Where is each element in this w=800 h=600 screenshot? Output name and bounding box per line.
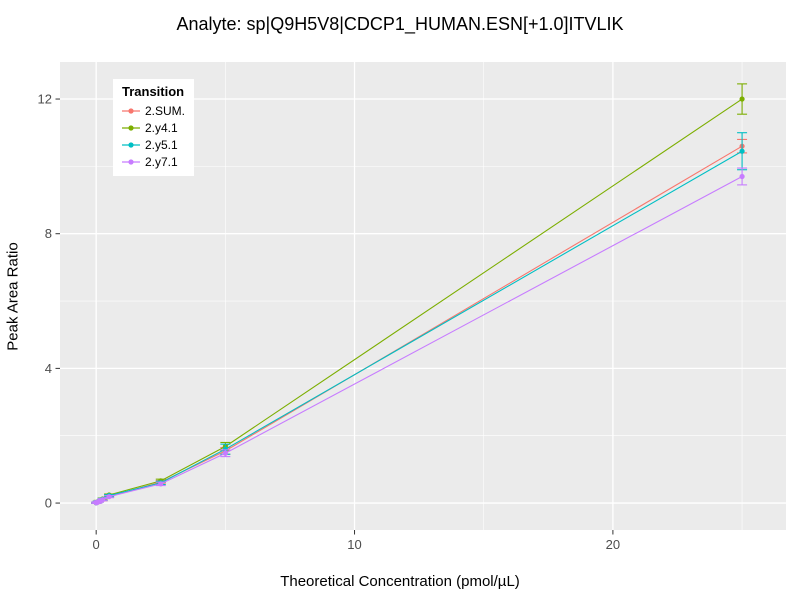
- x-axis-label: Theoretical Concentration (pmol/µL): [280, 573, 520, 590]
- chart-title: Analyte: sp|Q9H5V8|CDCP1_HUMAN.ESN[+1.0]…: [176, 14, 624, 34]
- legend-item-2.y4.1: 2.y4.1: [122, 119, 185, 136]
- legend-key-icon: [122, 155, 140, 169]
- data-point-2.y5.1: [222, 446, 228, 452]
- legend-item-label: 2.SUM.: [145, 103, 186, 118]
- x-tick-label: 0: [93, 537, 100, 552]
- legend: Transition 2.SUM. 2.y4.1 2.y5.1 2.y7.1: [113, 79, 195, 176]
- legend-item-label: 2.y7.1: [145, 154, 178, 169]
- legend-key-icon: [122, 121, 140, 135]
- legend-key-icon: [122, 104, 140, 118]
- x-tick-label: 20: [606, 537, 620, 552]
- y-tick-label: 0: [45, 496, 52, 511]
- data-point-2.y5.1: [739, 148, 745, 154]
- legend-items: 2.SUM. 2.y4.1 2.y5.1 2.y7.1: [122, 102, 185, 170]
- data-point-2.y7.1: [222, 450, 228, 456]
- data-point-2.y7.1: [96, 498, 102, 504]
- legend-item-label: 2.y4.1: [145, 120, 178, 135]
- data-point-2.y7.1: [106, 494, 112, 500]
- data-point-2.y4.1: [739, 96, 745, 102]
- legend-item-2.y7.1: 2.y7.1: [122, 153, 185, 170]
- data-point-2.y7.1: [158, 481, 164, 487]
- y-tick-label: 12: [38, 92, 52, 107]
- y-tick-label: 8: [45, 226, 52, 241]
- legend-item-label: 2.y5.1: [145, 137, 178, 152]
- legend-key-icon: [122, 138, 140, 152]
- data-point-2.y7.1: [739, 173, 745, 180]
- y-tick-label: 4: [45, 361, 52, 376]
- legend-title: Transition: [122, 84, 185, 99]
- data-point-2.y7.1: [100, 497, 106, 503]
- legend-item-2.SUM.: 2.SUM.: [122, 102, 185, 119]
- x-tick-label: 10: [347, 537, 361, 552]
- legend-item-2.y5.1: 2.y5.1: [122, 136, 185, 153]
